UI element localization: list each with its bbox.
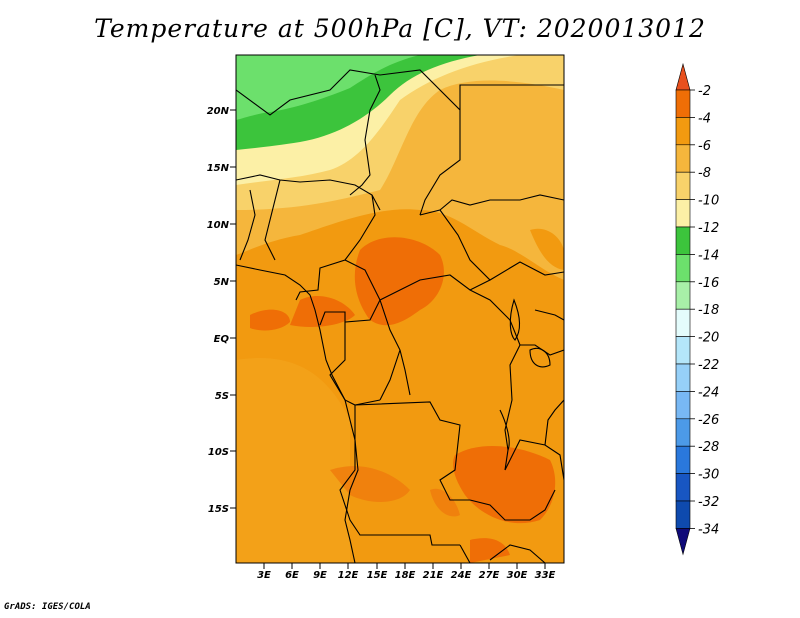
colorbar-label: -14 <box>698 248 719 263</box>
colorbar-cell <box>675 226 691 255</box>
colorbar-cell <box>675 171 691 200</box>
grads-footer: GrADS: IGES/COLA <box>4 602 91 612</box>
colorbar-label: -2 <box>698 84 711 99</box>
colorbar-label: -18 <box>698 303 719 318</box>
colorbar-label: -16 <box>698 276 719 291</box>
lon-label: 30E <box>507 570 528 581</box>
colorbar-label: -12 <box>698 221 719 236</box>
colorbar-cell <box>675 363 691 392</box>
lat-label: 15S <box>208 504 229 515</box>
colorbar-label: -30 <box>698 468 719 483</box>
colorbar-cell <box>675 144 691 173</box>
colorbar-label: -10 <box>698 194 719 209</box>
colorbar-label: -34 <box>698 522 719 537</box>
colorbar-cell <box>675 254 691 283</box>
map-field <box>236 55 564 563</box>
lon-label: 9E <box>313 570 327 581</box>
country-borders <box>236 69 564 563</box>
colorbar-label: -28 <box>698 440 719 455</box>
colorbar-cell <box>675 89 691 118</box>
lat-label: 20N <box>207 106 230 117</box>
map-frame <box>235 54 565 564</box>
lon-label: 3E <box>257 570 271 581</box>
lon-label: 21E <box>423 570 444 581</box>
lon-label: 6E <box>285 570 299 581</box>
colorbar-label: -6 <box>698 139 711 154</box>
lat-label: 5N <box>214 277 230 288</box>
colorbar-label: -26 <box>698 413 719 428</box>
colorbar-cell <box>675 418 691 447</box>
colorbar-cell <box>675 199 691 228</box>
colorbar-cell <box>675 473 691 502</box>
map-title: Temperature at 500hPa [C], VT: 202001301… <box>94 14 706 43</box>
lon-label: 24E <box>451 570 472 581</box>
colorbar-cell <box>675 281 691 310</box>
axis-ticks <box>230 109 546 569</box>
colorbar-label: -4 <box>698 111 711 126</box>
colorbar-label: -22 <box>698 358 719 373</box>
colorbar-arrow-bottom <box>675 528 691 556</box>
lon-labels: 3E 6E 9E 12E 15E 18E 21E 24E 27E 30E 33E <box>257 570 555 581</box>
colorbar-arrow-top <box>675 62 691 91</box>
lat-label: 10N <box>207 220 230 231</box>
colorbar-cell <box>675 308 691 337</box>
colorbar-label: -20 <box>698 331 719 346</box>
lon-label: 33E <box>535 570 556 581</box>
lon-label: 12E <box>338 570 359 581</box>
colorbar-label: -32 <box>698 495 719 510</box>
lat-label: 5S <box>215 391 229 402</box>
lon-label: 27E <box>479 570 500 581</box>
colorbar-cell <box>675 117 691 146</box>
colorbar-cell <box>675 336 691 365</box>
lat-label: 15N <box>207 163 230 174</box>
lon-label: 18E <box>395 570 416 581</box>
colorbar-cell <box>675 500 691 529</box>
lat-labels: 20N 15N 10N 5N EQ 5S 10S 15S <box>207 106 230 515</box>
lat-label: EQ <box>214 334 230 345</box>
colorbar-cell <box>675 445 691 474</box>
colorbar: -2 -4 -6 -8 -10 -12 -14 -16 -18 -20 -22 -24 -26 -28 -3… <box>675 62 719 556</box>
lat-label: 10S <box>208 447 229 458</box>
colorbar-label: -8 <box>698 166 711 181</box>
colorbar-cell <box>675 391 691 420</box>
colorbar-label: -24 <box>698 385 719 400</box>
lon-label: 15E <box>367 570 388 581</box>
